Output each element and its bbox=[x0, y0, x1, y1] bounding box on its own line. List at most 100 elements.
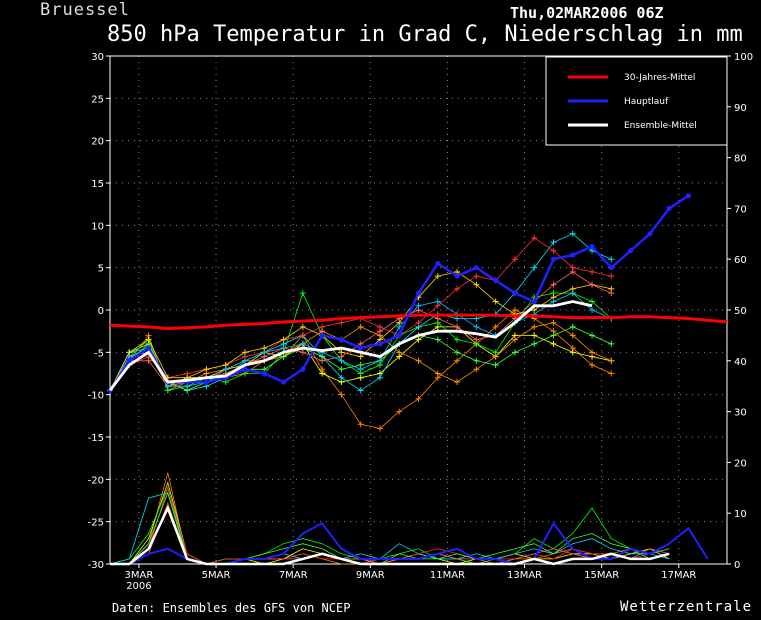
precip-member-line bbox=[110, 486, 670, 565]
temp-member-point bbox=[241, 349, 248, 356]
temp-member-point bbox=[550, 281, 557, 288]
temp-member-point bbox=[569, 230, 576, 237]
y-right-tick-label: 60 bbox=[734, 255, 747, 266]
y-left-tick-label: -15 bbox=[88, 433, 104, 444]
precip-member-line bbox=[110, 491, 670, 565]
main-run-point bbox=[685, 193, 692, 199]
main-run-point bbox=[512, 290, 518, 296]
temp-member-point bbox=[299, 349, 306, 356]
temp-member-point bbox=[473, 323, 480, 330]
temp-member-point bbox=[550, 319, 557, 326]
temp-member-point bbox=[511, 336, 518, 343]
precip-ensemble-mean-line bbox=[110, 504, 670, 566]
main-run-point bbox=[203, 379, 210, 385]
temp-member-point bbox=[608, 290, 615, 297]
y-right-tick-label: 100 bbox=[734, 52, 753, 63]
temp-member-point bbox=[357, 421, 364, 428]
temp-member-point bbox=[415, 357, 422, 364]
y-right-tick-label: 50 bbox=[734, 306, 747, 317]
temp-member-point bbox=[473, 281, 480, 288]
temp-member-point bbox=[569, 290, 576, 297]
y-right-tick-label: 30 bbox=[734, 408, 747, 419]
temp-member-point bbox=[473, 273, 480, 280]
climate-mean-line bbox=[109, 313, 728, 331]
temp-member-point bbox=[145, 336, 152, 343]
main-run-point bbox=[242, 366, 248, 372]
main-run-point bbox=[358, 345, 364, 351]
y-left-tick-label: -5 bbox=[94, 348, 104, 359]
temp-member-point bbox=[299, 332, 306, 339]
temp-member-point bbox=[492, 323, 499, 330]
temp-member-point bbox=[280, 336, 287, 343]
temp-member-point bbox=[299, 290, 306, 297]
legend-label: Hauptlauf bbox=[624, 97, 669, 107]
main-run-point bbox=[666, 205, 672, 211]
temp-member-point bbox=[396, 349, 403, 356]
main-run-point bbox=[473, 265, 479, 271]
temp-member-point bbox=[550, 239, 557, 246]
main-run-point bbox=[608, 265, 614, 271]
temp-member-point bbox=[569, 268, 576, 275]
temp-member-point bbox=[608, 273, 615, 280]
y-right-tick-label: 40 bbox=[734, 357, 747, 368]
main-run-point bbox=[338, 337, 344, 343]
main-run-point bbox=[415, 290, 422, 296]
temp-member-point bbox=[434, 370, 441, 377]
precip-member-line bbox=[109, 492, 670, 565]
temp-member-point bbox=[299, 323, 306, 330]
y-left-tick-label: 25 bbox=[91, 94, 104, 105]
temp-member-point bbox=[222, 366, 229, 373]
y-right-tick-label: 20 bbox=[734, 458, 747, 469]
temp-member-point bbox=[454, 378, 461, 385]
temp-member-point bbox=[338, 391, 345, 398]
temp-member-point bbox=[434, 273, 441, 280]
temp-member-point bbox=[492, 353, 499, 360]
y-right-tick-label: 90 bbox=[734, 103, 747, 114]
temp-member-point bbox=[454, 357, 461, 364]
temp-member-point bbox=[357, 387, 364, 394]
temp-member-point bbox=[608, 340, 615, 347]
temp-member-point bbox=[454, 349, 461, 356]
temp-member-point bbox=[608, 357, 615, 364]
y-right-tick-label: 70 bbox=[734, 204, 747, 215]
brand-label: Wetterzentrale bbox=[620, 599, 753, 615]
temp-member-point bbox=[415, 395, 422, 402]
main-run-point bbox=[396, 332, 402, 338]
temp-member-point bbox=[338, 366, 345, 373]
temp-member-point bbox=[550, 332, 557, 339]
temp-member-point bbox=[415, 302, 422, 309]
y-left-tick-label: -20 bbox=[88, 475, 104, 486]
y-left-tick-label: 0 bbox=[98, 306, 104, 317]
legend-label: 30-Jahres-Mittel bbox=[624, 73, 695, 83]
temp-member-point bbox=[550, 298, 557, 305]
temp-member-point bbox=[145, 357, 152, 364]
y-left-tick-label: -30 bbox=[88, 560, 104, 571]
temp-member-point bbox=[492, 298, 499, 305]
y-right-tick-label: 10 bbox=[734, 509, 747, 520]
temp-member-point bbox=[319, 357, 326, 364]
temp-member-point bbox=[589, 332, 596, 339]
x-tick-label: 15MAR bbox=[584, 570, 619, 581]
temp-member-point bbox=[280, 353, 287, 360]
x-tick-label: 3MAR bbox=[125, 570, 154, 581]
temp-member-point bbox=[319, 370, 326, 377]
temp-member-point bbox=[511, 256, 518, 263]
temp-member-point bbox=[338, 319, 345, 326]
main-run-point bbox=[261, 370, 267, 377]
precip-member-line bbox=[109, 486, 670, 565]
ensemble-mean-line bbox=[108, 300, 593, 392]
temp-member-point bbox=[434, 336, 441, 343]
temp-member-point bbox=[338, 374, 345, 381]
x-tick-label: 13MAR bbox=[507, 570, 542, 581]
y-right-tick-label: 80 bbox=[734, 154, 747, 165]
temp-member-point bbox=[492, 362, 499, 369]
temp-member-point bbox=[376, 425, 383, 432]
temp-member-point bbox=[396, 408, 403, 415]
data-credit: Daten: Ensembles des GFS von NCEP bbox=[112, 601, 351, 615]
temp-member-point bbox=[473, 357, 480, 364]
y-right-tick-label: 0 bbox=[734, 560, 740, 571]
temp-member-point bbox=[569, 323, 576, 330]
temp-member-point bbox=[550, 340, 557, 347]
temp-member-point bbox=[589, 281, 596, 288]
